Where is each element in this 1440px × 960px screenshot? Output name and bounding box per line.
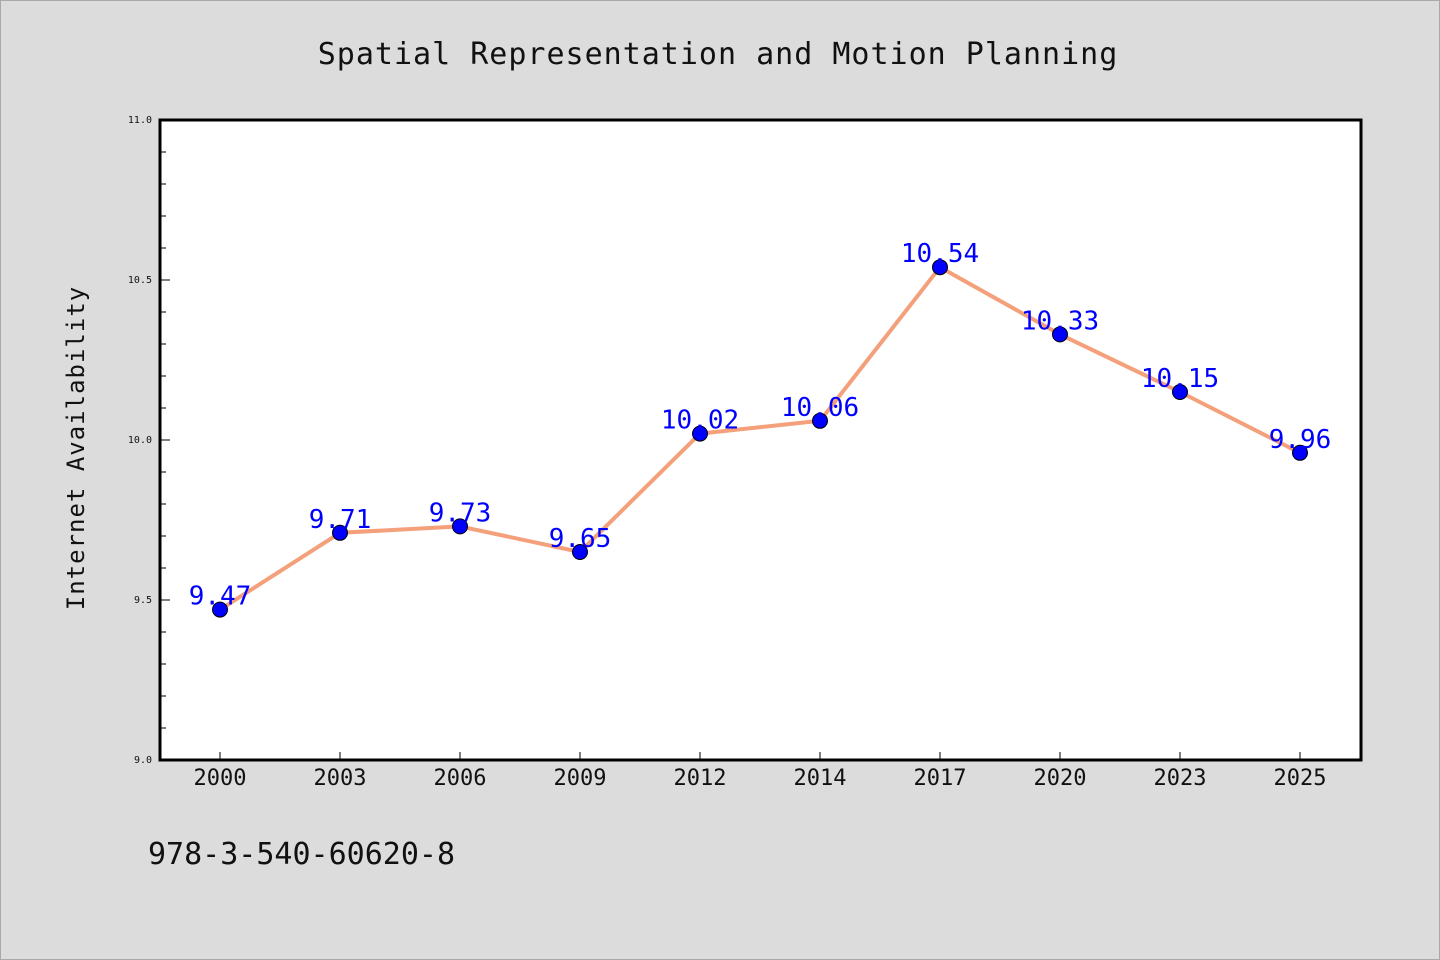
data-point <box>932 259 948 276</box>
data-label: 10.15 <box>1141 364 1219 394</box>
data-label: 10.33 <box>1021 306 1099 336</box>
x-tick-label: 2003 <box>314 766 367 791</box>
data-label: 10.02 <box>661 406 739 436</box>
data-point <box>1052 326 1068 343</box>
data-label: 9.71 <box>309 505 372 535</box>
data-point <box>572 544 588 560</box>
y-tick-label: 10.0 <box>128 435 152 446</box>
x-tick-label: 2020 <box>1034 766 1087 791</box>
x-tick-label: 2000 <box>194 766 247 791</box>
series-group: 9.47 9.71 9.73 9.65 10.02 10.06 10.54 10.33 10.1… <box>189 239 1332 618</box>
data-label: 9.47 <box>189 582 252 612</box>
x-tick-label: 2014 <box>794 766 847 791</box>
data-point <box>692 425 708 442</box>
y-tick-label: 11.0 <box>128 115 152 126</box>
x-tick-label: 2006 <box>434 766 487 791</box>
y-tick-label: 9.5 <box>134 595 152 606</box>
footer-isbn: 978-3-540-60620-8 <box>148 837 455 872</box>
x-tick-label: 2012 <box>674 766 727 791</box>
data-point <box>332 524 348 541</box>
data-label: 9.73 <box>429 498 492 528</box>
x-axis: 2000 2003 2006 2009 2012 2014 2017 2020 2023 2025 <box>194 752 1327 791</box>
chart-title: Spatial Representation and Motion Planni… <box>318 37 1119 72</box>
y-axis: 9.0 9.5 10.0 10.5 11.0 <box>128 115 170 766</box>
data-label: 10.54 <box>901 239 979 269</box>
plot-area <box>158 118 1363 762</box>
data-label: 9.96 <box>1269 425 1332 455</box>
data-label: 10.06 <box>781 393 859 423</box>
x-tick-label: 2017 <box>914 766 967 791</box>
y-tick-label: 10.5 <box>128 275 152 286</box>
data-point <box>1292 444 1308 461</box>
x-tick-label: 2009 <box>554 766 607 791</box>
data-point <box>1172 384 1188 400</box>
series-line <box>218 265 1301 612</box>
data-label: 9.65 <box>549 524 612 554</box>
y-axis-label: Internet Availability <box>62 286 90 610</box>
data-point <box>452 518 468 535</box>
x-tick-label: 2023 <box>1154 766 1207 791</box>
x-tick-label: 2025 <box>1274 766 1327 791</box>
y-tick-label: 9.0 <box>134 755 152 766</box>
data-point <box>812 412 828 429</box>
data-point <box>212 601 228 618</box>
